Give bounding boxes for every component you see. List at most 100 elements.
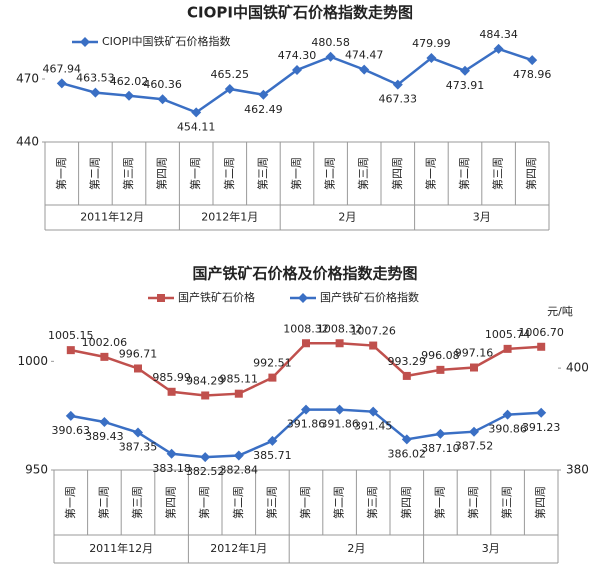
data-label: 467.33 bbox=[379, 93, 418, 106]
group-label: 2012年1月 bbox=[201, 210, 258, 224]
data-label: 386.02 bbox=[388, 447, 427, 460]
marker bbox=[401, 434, 412, 445]
x-tick-label: 第四周 bbox=[399, 486, 413, 519]
marker bbox=[335, 339, 344, 348]
marker bbox=[233, 450, 244, 461]
data-label: 993.29 bbox=[388, 355, 427, 368]
x-tick-label: 第一周 bbox=[289, 157, 303, 190]
data-label: 984.29 bbox=[186, 374, 225, 387]
x-tick-label: 第二周 bbox=[87, 157, 101, 190]
marker bbox=[234, 389, 243, 398]
marker bbox=[334, 404, 345, 415]
data-label: 391.86 bbox=[287, 418, 326, 431]
marker bbox=[200, 452, 211, 463]
data-label: 1008.32 bbox=[317, 322, 363, 335]
unit-label: 元/吨 bbox=[547, 305, 573, 318]
data-label: 465.25 bbox=[211, 68, 250, 81]
marker bbox=[56, 78, 67, 89]
marker bbox=[298, 293, 308, 303]
data-label: 479.99 bbox=[412, 37, 451, 50]
marker bbox=[435, 428, 446, 439]
marker bbox=[426, 53, 437, 64]
group-label: 3月 bbox=[473, 211, 491, 224]
marker bbox=[392, 79, 403, 90]
x-tick-label: 第三周 bbox=[121, 157, 135, 190]
marker bbox=[292, 64, 302, 75]
x-tick-label: 第一周 bbox=[298, 486, 312, 519]
chart-title: 国产铁矿石价格及价格指数走势图 bbox=[192, 265, 417, 283]
x-tick-label: 第四周 bbox=[533, 486, 547, 519]
x-tick-label: 第三周 bbox=[264, 486, 278, 519]
data-label: 462.49 bbox=[244, 103, 283, 116]
data-label: 992.51 bbox=[253, 357, 292, 370]
data-label: 390.63 bbox=[52, 424, 91, 437]
data-label: 1005.15 bbox=[48, 329, 94, 342]
data-label: 474.47 bbox=[345, 49, 384, 62]
data-label: 985.11 bbox=[220, 373, 259, 386]
group-label: 2011年12月 bbox=[89, 541, 153, 555]
y2-tick-label: 380 bbox=[566, 463, 589, 477]
marker bbox=[66, 346, 75, 355]
data-label: 382.52 bbox=[186, 465, 225, 478]
group-label: 2011年12月 bbox=[80, 210, 144, 224]
data-label: 985.99 bbox=[152, 371, 191, 384]
x-tick-label: 第一周 bbox=[188, 157, 202, 190]
data-label: 473.91 bbox=[446, 79, 485, 92]
marker bbox=[201, 391, 210, 400]
x-tick-label: 第四周 bbox=[164, 486, 178, 519]
data-label: 1002.06 bbox=[82, 336, 128, 349]
group-label: 3月 bbox=[482, 542, 500, 555]
data-label: 391.23 bbox=[522, 421, 561, 434]
marker bbox=[167, 387, 176, 396]
marker bbox=[267, 435, 278, 446]
marker bbox=[258, 89, 269, 100]
marker bbox=[536, 407, 547, 418]
data-label: 997.16 bbox=[455, 347, 494, 360]
group-label: 2月 bbox=[347, 542, 365, 555]
data-label: 387.35 bbox=[119, 441, 158, 454]
x-tick-label: 第三周 bbox=[500, 486, 514, 519]
x-tick-label: 第三周 bbox=[356, 157, 370, 190]
data-label: 460.36 bbox=[143, 78, 182, 91]
marker bbox=[301, 404, 311, 415]
marker bbox=[325, 51, 336, 62]
marker bbox=[191, 107, 202, 118]
marker bbox=[369, 341, 378, 350]
marker bbox=[460, 65, 470, 76]
x-tick-label: 第二周 bbox=[222, 157, 236, 190]
data-label: 484.34 bbox=[479, 28, 518, 41]
marker bbox=[469, 426, 479, 437]
data-label: 474.30 bbox=[278, 49, 317, 62]
marker bbox=[402, 371, 411, 380]
marker bbox=[503, 344, 512, 353]
marker bbox=[368, 406, 379, 417]
x-tick-label: 第一周 bbox=[423, 157, 437, 190]
data-label: 1005.74 bbox=[485, 328, 531, 341]
y-tick-label: 440 bbox=[16, 135, 39, 149]
data-label: 390.86 bbox=[488, 423, 527, 436]
x-tick-label: 第一周 bbox=[54, 157, 68, 190]
x-tick-label: 第二周 bbox=[332, 486, 346, 519]
data-label: 385.71 bbox=[253, 449, 292, 462]
legend-label: 国产铁矿石价格 bbox=[178, 290, 255, 304]
group-label: 2月 bbox=[338, 211, 356, 224]
data-label: 467.94 bbox=[43, 62, 82, 75]
x-tick-label: 第三周 bbox=[365, 486, 379, 519]
data-label: 996.71 bbox=[119, 347, 158, 360]
y-tick-label: 950 bbox=[25, 463, 48, 477]
y2-tick-label: 400 bbox=[566, 361, 589, 375]
data-label: 462.02 bbox=[110, 75, 149, 88]
data-label: 391.45 bbox=[354, 420, 393, 433]
marker bbox=[436, 365, 445, 374]
marker bbox=[134, 364, 142, 373]
y-tick-label: 1000 bbox=[17, 354, 48, 368]
y-tick-label: 470 bbox=[16, 72, 39, 86]
data-label: 391.86 bbox=[320, 418, 359, 431]
marker bbox=[470, 363, 478, 372]
x-tick-label: 第三周 bbox=[491, 157, 505, 190]
marker bbox=[268, 373, 277, 382]
marker bbox=[133, 427, 143, 438]
marker bbox=[527, 55, 538, 66]
marker bbox=[124, 90, 134, 101]
